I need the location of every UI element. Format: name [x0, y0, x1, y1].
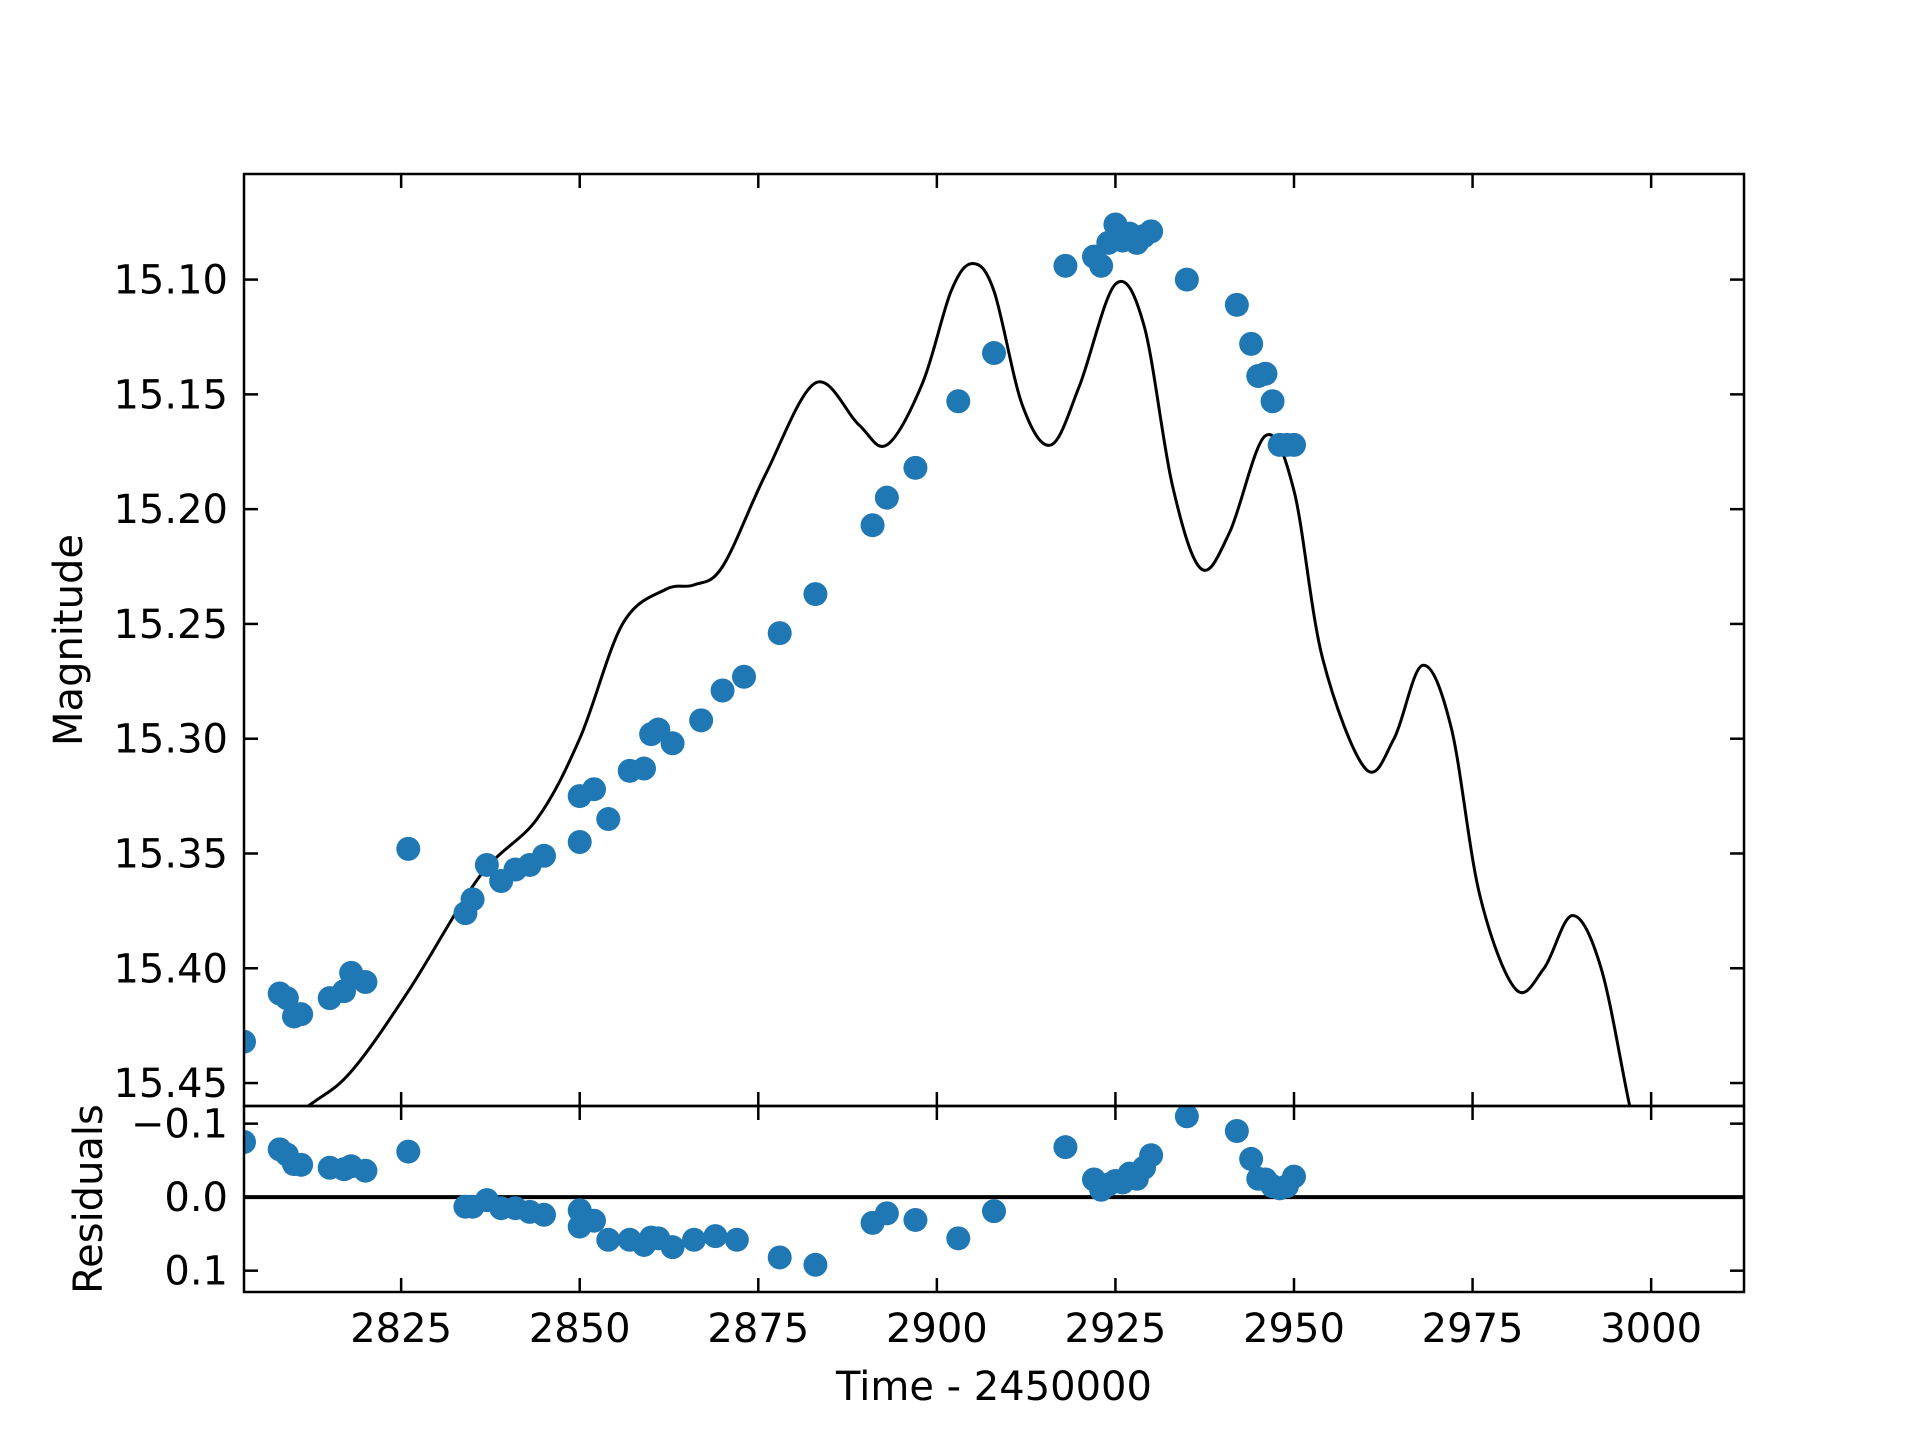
residual-point	[1224, 1118, 1249, 1143]
magnitude-point	[689, 708, 714, 733]
y-tick-label: 0.1	[164, 1249, 228, 1295]
x-tick-label: 2850	[529, 1306, 631, 1352]
magnitude-point	[803, 582, 828, 607]
y-tick-label: 15.45	[113, 1061, 228, 1107]
magnitude-point	[274, 986, 299, 1011]
x-tick-label: 2975	[1422, 1306, 1524, 1352]
residuals-axis-ticks: −0.1 0.0 0.1 2825 2850 2875 2900 2925 2950 2975 30…	[131, 1102, 1744, 1352]
y-tick-label: 15.30	[113, 717, 228, 763]
magnitude-point	[567, 830, 592, 855]
residual-point	[982, 1199, 1006, 1224]
residual-point	[767, 1245, 792, 1270]
magnitude-point	[1053, 253, 1078, 278]
residual-point	[582, 1208, 606, 1233]
residual-point	[682, 1227, 706, 1252]
model-curve-layer	[305, 261, 1632, 1106]
residual-point	[596, 1227, 621, 1252]
magnitude-axis-ticks: 15.10 15.15 15.20 15.25 15.30 15.35 15.40 15.45	[113, 174, 1744, 1107]
magnitude-point	[596, 807, 621, 832]
x-tick-label: 2900	[886, 1306, 988, 1352]
model-curve	[305, 261, 1632, 1106]
x-tick-label: 2875	[707, 1306, 809, 1352]
y-tick-label: 0.0	[164, 1175, 228, 1221]
residual-point	[946, 1226, 971, 1251]
magnitude-panel: 15.10 15.15 15.20 15.25 15.30 15.35 15.40 15.45…	[46, 172, 1746, 1108]
magnitude-point	[244, 1029, 256, 1054]
x-tick-label: 2825	[350, 1306, 452, 1352]
magnitude-point	[860, 513, 885, 538]
y-tick-label: −0.1	[131, 1102, 228, 1148]
magnitude-point	[353, 970, 378, 995]
magnitude-point	[532, 843, 556, 868]
residual-point	[1053, 1135, 1078, 1160]
magnitude-point	[710, 678, 735, 703]
residual-point	[1139, 1143, 1164, 1168]
magnitude-point	[1260, 389, 1285, 414]
residual-point	[353, 1158, 378, 1183]
residual-point	[532, 1202, 556, 1227]
magnitude-point	[660, 731, 685, 756]
magnitude-point	[1253, 361, 1278, 386]
residual-points-layer	[244, 1106, 1306, 1277]
y-tick-label: 15.10	[113, 258, 228, 304]
residual-point	[396, 1139, 421, 1164]
y-tick-label: 15.20	[113, 487, 228, 533]
residual-point	[244, 1130, 256, 1155]
x-tick-label: 2925	[1065, 1306, 1167, 1352]
residual-point	[289, 1152, 314, 1177]
magnitude-point	[1282, 432, 1306, 457]
residual-point	[803, 1252, 828, 1277]
magnitude-point	[946, 389, 971, 414]
magnitude-point	[732, 664, 756, 689]
residual-point	[903, 1207, 928, 1232]
residual-point	[874, 1201, 899, 1226]
magnitude-point	[903, 455, 928, 480]
y-tick-label: 15.35	[113, 831, 228, 877]
magnitude-point	[1089, 253, 1114, 278]
magnitude-point	[396, 836, 421, 861]
magnitude-point	[632, 756, 656, 781]
residuals-panel: −0.1 0.0 0.1 2825 2850 2875 2900 2925 2950 2975 30…	[66, 1102, 1746, 1410]
residuals-panel-frame	[242, 1104, 1746, 1294]
y-tick-label: 15.15	[113, 372, 228, 418]
y-tick-label: 15.40	[113, 946, 228, 992]
time-axis-title: Time - 2450000	[835, 1364, 1152, 1410]
magnitude-point	[460, 887, 485, 912]
residuals-axis-title: Residuals	[66, 1104, 112, 1294]
magnitude-panel-frame	[242, 172, 1746, 1108]
magnitude-point	[1139, 219, 1164, 244]
observed-points-layer	[244, 212, 1306, 1054]
residual-point	[1282, 1164, 1306, 1189]
magnitude-point	[582, 777, 606, 802]
residual-point	[1239, 1146, 1264, 1171]
x-tick-label: 3000	[1600, 1306, 1702, 1352]
magnitude-point	[982, 341, 1006, 366]
residual-point	[660, 1235, 685, 1260]
magnitude-point	[767, 621, 792, 646]
residual-point	[724, 1227, 749, 1252]
magnitude-point	[874, 485, 899, 510]
y-tick-label: 15.25	[113, 602, 228, 648]
magnitude-point	[289, 1002, 314, 1027]
residual-point	[703, 1224, 728, 1249]
residual-point	[1174, 1106, 1199, 1129]
magnitude-point	[332, 979, 356, 1004]
magnitude-point	[1174, 267, 1199, 292]
magnitude-point	[1224, 292, 1249, 317]
x-tick-label: 2950	[1243, 1306, 1345, 1352]
magnitude-point	[1239, 331, 1264, 356]
magnitude-axis-title: Magnitude	[46, 534, 92, 746]
magnitude-point	[474, 852, 499, 877]
